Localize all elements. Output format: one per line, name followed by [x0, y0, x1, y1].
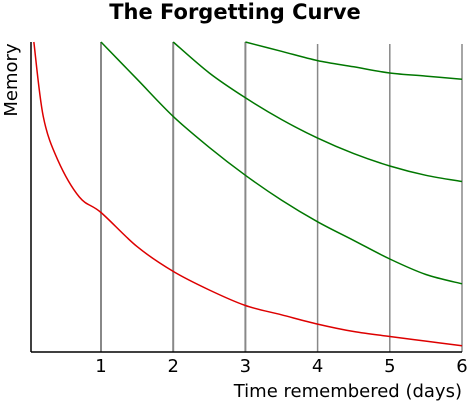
x-tick-label: 1 [95, 356, 106, 377]
series-line-review-2 [172, 41, 463, 183]
axes-layer [30, 42, 462, 353]
x-tick-label: 4 [312, 356, 323, 377]
x-tick-label: 3 [240, 356, 251, 377]
series-line-review-3 [245, 41, 463, 80]
tick-layer: 1 2 3 4 5 6 [95, 356, 467, 377]
series-line-forgetting [33, 41, 463, 347]
x-tick-label: 5 [384, 356, 395, 377]
grid-layer [100, 42, 463, 352]
x-tick-label: 6 [456, 356, 467, 377]
series-line-review-1 [100, 41, 463, 285]
y-axis-label: Memory [1, 43, 22, 117]
chart-title: The Forgetting Curve [109, 0, 361, 24]
x-axis-label: Time remembered (days) [233, 381, 462, 402]
x-tick-label: 2 [167, 356, 178, 377]
series-layer [33, 41, 463, 347]
